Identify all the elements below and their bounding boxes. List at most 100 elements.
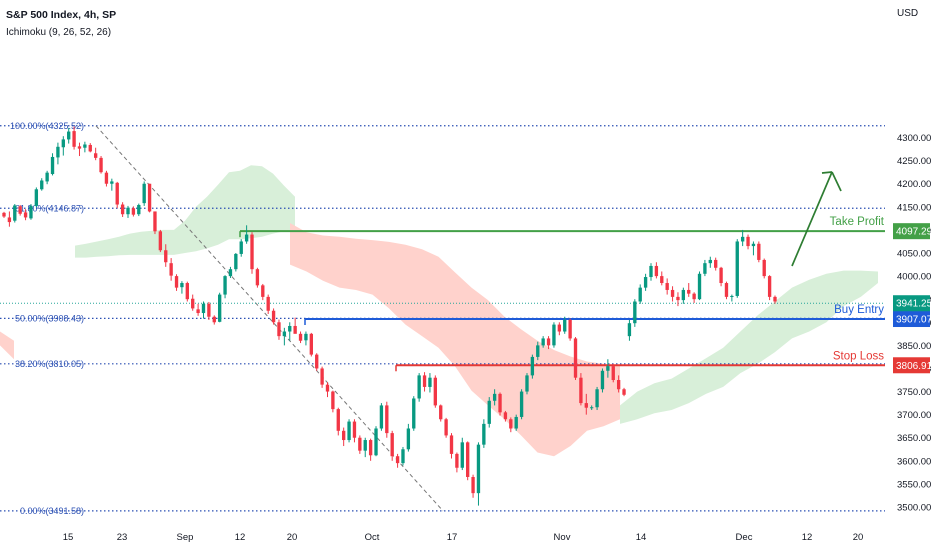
candle-body	[622, 389, 626, 395]
candle	[487, 397, 491, 428]
candle-body	[773, 296, 777, 302]
candle	[654, 262, 659, 279]
candle-body	[676, 296, 680, 301]
candle	[164, 244, 168, 267]
candle	[61, 136, 65, 156]
candle	[471, 474, 475, 498]
candle	[282, 327, 287, 346]
symbol-title: S&P 500 Index, 4h, SP	[6, 9, 116, 21]
candle	[503, 410, 508, 422]
candle	[228, 266, 233, 278]
candle	[115, 181, 119, 209]
candle	[649, 263, 653, 281]
candle-body	[740, 236, 745, 242]
cloud-bear-left	[0, 331, 14, 360]
candle-body	[293, 325, 297, 334]
candle	[40, 178, 44, 191]
candle-body	[212, 316, 216, 323]
candle	[697, 271, 702, 301]
candle	[142, 181, 146, 206]
candle	[746, 234, 750, 250]
candle-body	[72, 131, 76, 147]
candle	[665, 278, 669, 295]
candle	[557, 322, 562, 336]
cloud-bear	[290, 223, 620, 457]
candle-body	[616, 380, 621, 390]
candle	[120, 202, 125, 217]
candle	[293, 317, 297, 334]
candle-body	[153, 211, 157, 232]
price-badge-bg	[893, 357, 930, 374]
candle	[320, 366, 324, 388]
candle-body	[573, 338, 578, 378]
candle	[541, 336, 545, 348]
candle	[298, 331, 303, 344]
price-badge-bg	[893, 223, 930, 240]
candle-body	[207, 303, 211, 317]
candle-body	[476, 444, 481, 494]
price-tick-label: 4250.00	[897, 156, 931, 167]
candle	[390, 430, 394, 461]
candle-body	[643, 277, 648, 288]
candle-body	[751, 243, 756, 247]
candle-body	[288, 325, 292, 332]
candle-body	[331, 391, 335, 410]
candle	[255, 267, 260, 288]
buy-entry-label: Buy Entry	[834, 304, 884, 316]
candle	[466, 441, 470, 481]
candle	[18, 204, 22, 216]
candle-body	[234, 253, 238, 270]
candle	[455, 452, 459, 473]
chart-header: S&P 500 Index, 4h, SP Ichimoku (9, 26, 5…	[6, 8, 918, 38]
fib-trend-line	[95, 125, 444, 512]
candle	[552, 322, 556, 348]
time-tick-label: 20	[853, 532, 864, 543]
price-tick-label: 4200.00	[897, 179, 931, 190]
last-price-badge: 3941.25	[893, 295, 932, 312]
candle-body	[390, 433, 394, 457]
price-axis[interactable]: 4300.004250.004200.004150.004100.004050.…	[893, 133, 932, 514]
fib-label: 61.80%(4146.87)	[15, 203, 84, 213]
candle-body	[45, 172, 49, 182]
candle	[757, 241, 761, 263]
candle-body	[767, 276, 772, 297]
candle-body	[34, 189, 39, 206]
candle	[460, 437, 464, 471]
candle-body	[433, 377, 438, 406]
candle-body	[563, 319, 567, 332]
candle-body	[654, 265, 659, 277]
candle-body	[730, 295, 734, 297]
fib-label: 38.20%(3810.05)	[15, 359, 84, 369]
candle	[45, 170, 49, 185]
candle-body	[228, 269, 233, 277]
candle-body	[363, 440, 367, 451]
candle-body	[379, 405, 384, 429]
price-tick-label: 4050.00	[897, 249, 931, 260]
candle	[352, 419, 357, 443]
candle-body	[498, 393, 502, 413]
buy-entry-badge: 3907.07	[893, 311, 932, 328]
candle	[449, 433, 454, 459]
candle-body	[23, 212, 28, 218]
candle	[579, 373, 583, 406]
candle	[595, 386, 599, 411]
candle-body	[519, 391, 524, 417]
time-axis[interactable]: 15 23 Sep 12 20 Oct 17 Nov 14 Dec 12 20	[63, 532, 864, 543]
candle	[444, 417, 448, 438]
price-badge-text: 3941.25	[896, 299, 932, 310]
candle	[13, 204, 17, 223]
candle	[244, 225, 249, 244]
candle	[93, 147, 98, 161]
candle	[638, 284, 642, 304]
candle	[358, 435, 362, 454]
candle	[439, 404, 443, 422]
time-tick-label: 12	[802, 532, 813, 543]
candle	[72, 126, 76, 150]
candle-body	[719, 267, 723, 284]
candle	[137, 203, 141, 217]
price-badge-text: 3806.91	[896, 361, 932, 372]
candle	[428, 373, 432, 393]
candle-body	[724, 283, 729, 297]
candle-body	[546, 338, 551, 346]
